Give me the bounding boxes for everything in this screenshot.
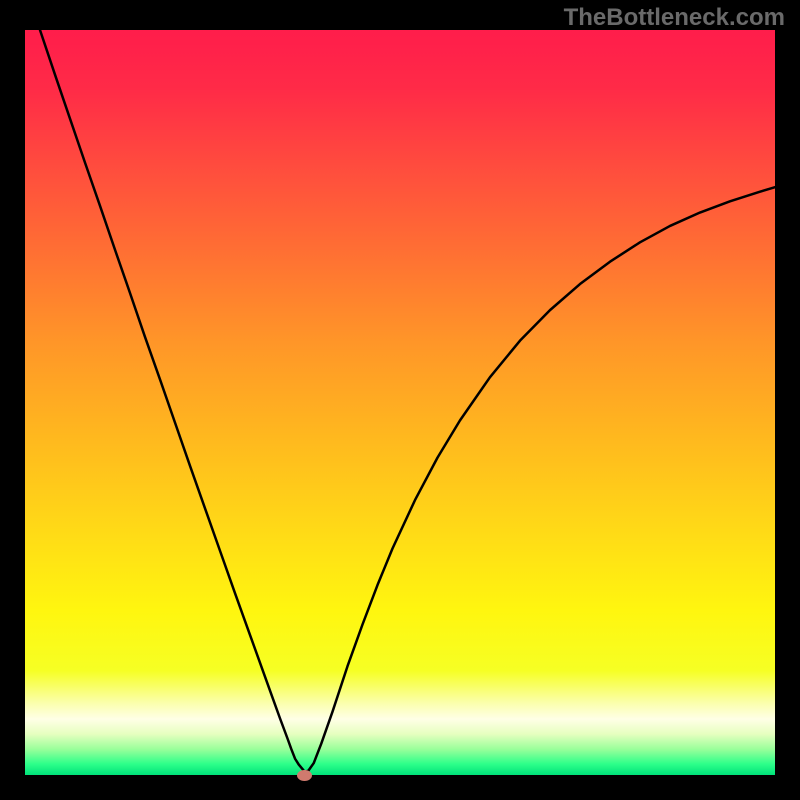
plot-area [25, 30, 775, 775]
watermark-text: TheBottleneck.com [564, 4, 785, 32]
minimum-marker [297, 770, 312, 781]
chart-container: TheBottleneck.com [0, 0, 800, 800]
